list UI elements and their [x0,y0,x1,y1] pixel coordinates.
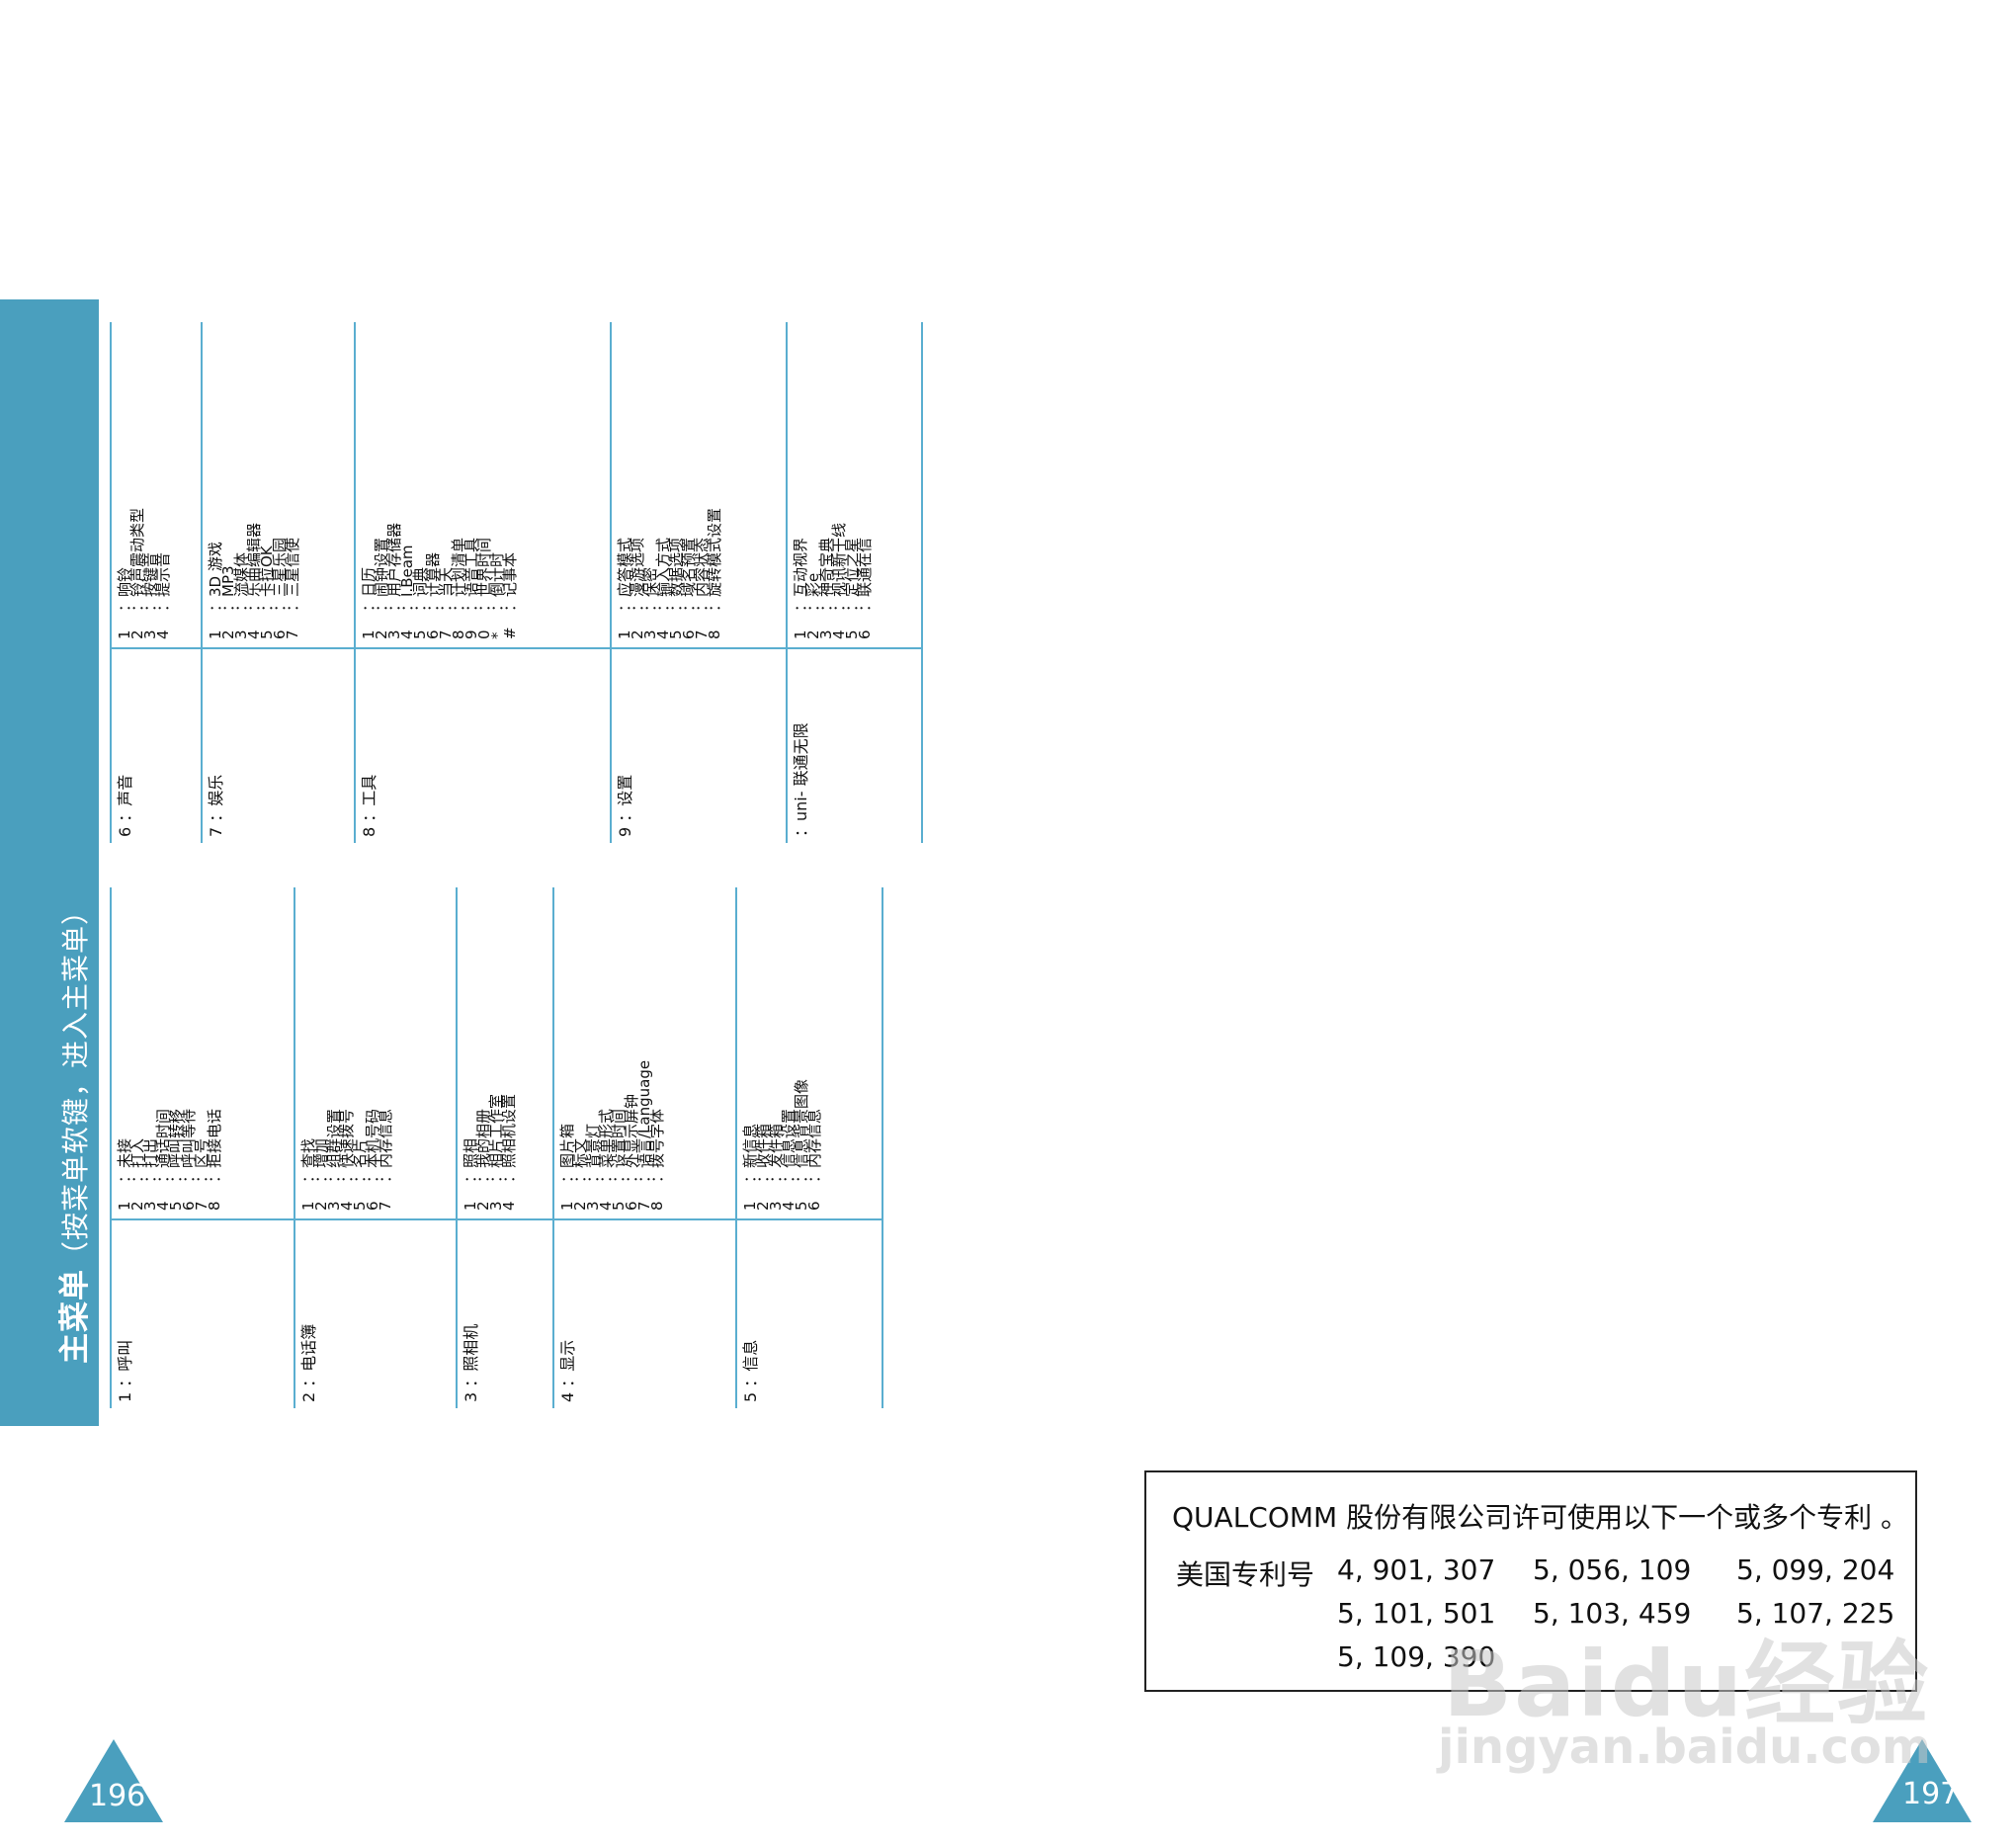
sidebar-title: 主菜单（按菜单软键，进入主菜单） [57,895,93,1364]
menu-group-label: 9 ：设置 [616,774,634,837]
menu-group-label: 3 ：照相机 [462,1323,480,1402]
page-marker-right [1873,1739,1972,1822]
page-number-right: 197 [1902,1777,1960,1811]
group-separator [354,322,356,843]
menu-item-label: ：内存信息 [377,1108,394,1183]
group-separator [882,887,883,1408]
menu-group-label: 7 ：娱乐 [207,774,225,837]
group-separator [610,322,612,843]
menu-item-label: ：拨号字体 [648,1108,666,1183]
menu-item: 8 ：旋转模式设置 [706,507,723,639]
group-separator [921,322,923,843]
menu-item-number: 4 [500,1201,518,1211]
menu-item-number: 8 [706,629,723,639]
menu-item-number: 6 [856,629,874,639]
group-separator [552,887,554,1408]
menu-item-number: 7 [284,629,301,639]
menu-item-label: ：照相机设置 [500,1093,518,1183]
menu-group-label: 4 ：显示 [558,1339,577,1402]
menu-item-label: ：旋转模式设置 [706,507,723,612]
group-separator [786,322,788,843]
menu-group-label: 1 ：呼叫 [116,1339,134,1402]
watermark-logo: Baidu经验 [1443,1632,1931,1737]
patent-number: 5, 099, 204 [1736,1553,1895,1586]
patent-number: 4, 901, 307 [1337,1553,1496,1586]
page-marker-left [64,1739,163,1822]
patent-notice: QUALCOMM 股份有限公司许可使用以下一个或多个专利 。 美国专利号 4, … [1144,1470,1917,1692]
sidebar-band [0,299,99,1426]
menu-group-label: 2 ：电话簿 [299,1323,318,1402]
page-number-left: 196 [89,1779,146,1813]
patent-number: 5, 103, 459 [1533,1597,1692,1630]
menu-item-number: 8 [648,1201,666,1211]
menu-item: 7 ：三星信使 [284,537,301,639]
menu-item: 8 ：拒接电话 [206,1108,223,1211]
menu-item-label: ：记事本 [501,551,519,612]
menu-group-label: ：uni- 联通无限 [792,722,810,837]
patent-title: QUALCOMM 股份有限公司许可使用以下一个或多个专利 。 [1172,1501,1908,1534]
table-divider-line [110,647,921,649]
patent-number: 5, 109, 390 [1337,1640,1496,1673]
patent-label: 美国专利号 [1176,1558,1315,1591]
menu-item: # ：记事本 [501,551,519,639]
table-divider-line [110,1218,882,1220]
menu-item-label: ：联通在信 [856,537,874,612]
patent-number: 5, 101, 501 [1337,1597,1496,1630]
group-separator [110,322,112,843]
group-separator [110,887,112,1408]
menu-item: 6 ：内存信息 [805,1108,823,1211]
menu-group-label: 6 ：声音 [116,774,134,837]
group-separator [201,322,203,843]
menu-item-label: ：三星信使 [284,537,301,612]
patent-number: 5, 107, 225 [1736,1597,1895,1630]
menu-item: 8 ：拨号字体 [648,1108,666,1211]
menu-item-number: 6 [805,1201,823,1211]
menu-item: 4 ：提示音 [154,551,172,639]
menu-item: 4 ：照相机设置 [500,1093,518,1211]
menu-item: 7 ：内存信息 [377,1108,394,1211]
group-separator [735,887,737,1408]
menu-group-label: 5 ：信息 [741,1339,760,1402]
patent-number: 5, 056, 109 [1533,1553,1692,1586]
group-separator [456,887,458,1408]
group-separator [294,887,295,1408]
watermark-url: jingyan.baidu.com [1438,1720,1931,1775]
menu-item-label: ：拒接电话 [206,1108,223,1183]
menu-item-label: ：内存信息 [805,1108,823,1183]
menu-item-label: ：提示音 [154,551,172,612]
menu-item-number: # [501,627,519,639]
menu-item-number: 7 [377,1201,394,1211]
menu-item-number: 8 [206,1201,223,1211]
menu-item: 6 ：联通在信 [856,537,874,639]
menu-group-label: 8 ：工具 [360,774,378,837]
menu-item-number: 4 [154,629,172,639]
